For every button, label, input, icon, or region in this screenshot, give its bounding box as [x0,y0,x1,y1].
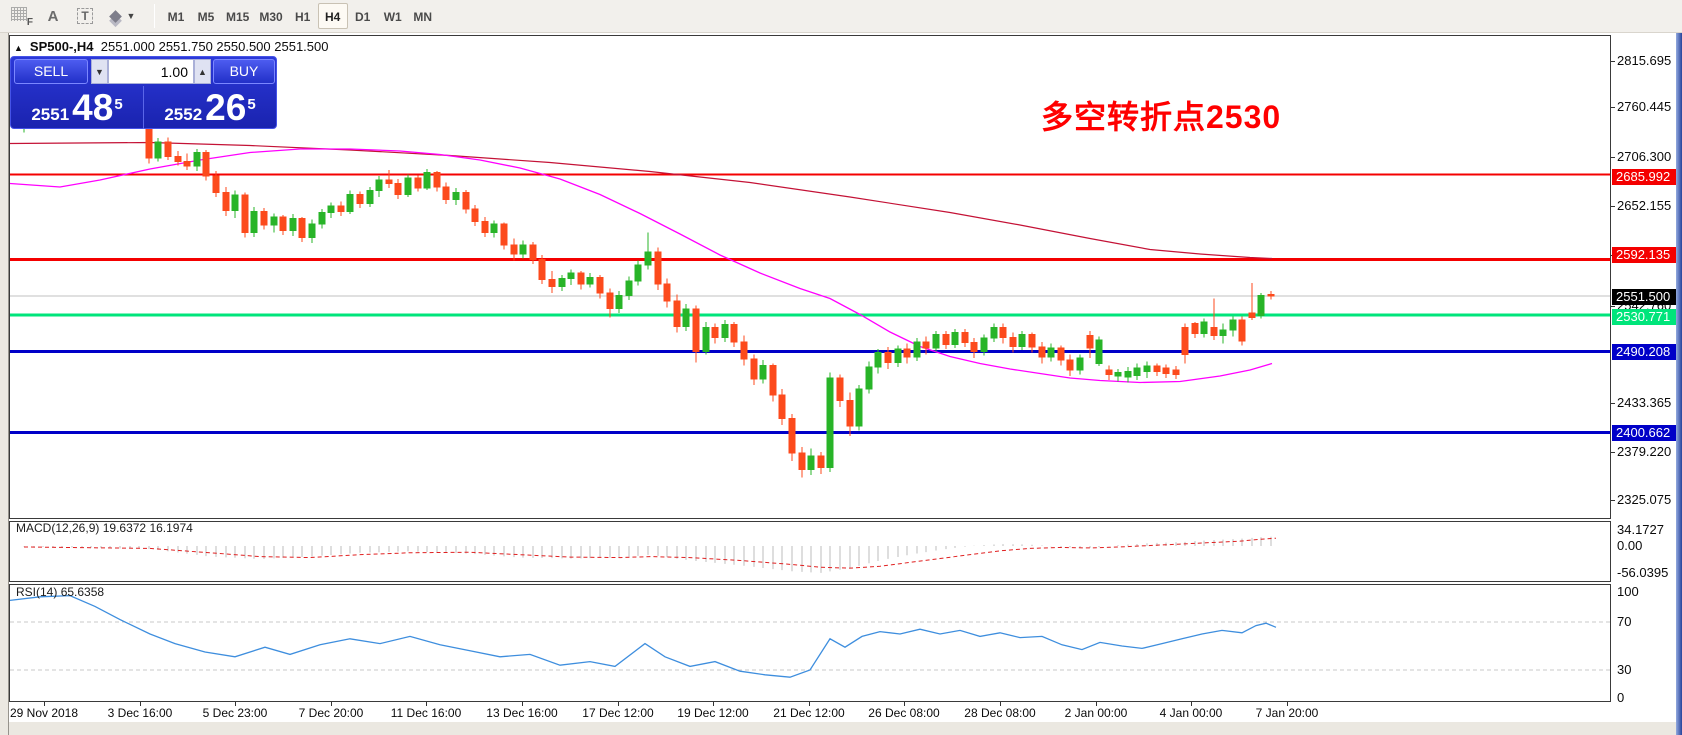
toolbar-separator [154,4,155,28]
grid-glyph: F [11,7,33,28]
timeframe-row: M1 M5 M15 M30 H1 H4 D1 W1 MN [161,3,438,29]
objects-dropdown-icon[interactable]: ▼ [102,3,144,29]
price-axis-tick [1611,206,1615,207]
timeframe-button-m15[interactable]: M15 [226,10,250,24]
rsi-axis-label: 100 [1617,584,1639,599]
timeframe-button-m5[interactable]: M5 [197,10,215,24]
price-axis-tick [1611,157,1615,158]
time-axis-label: 21 Dec 12:00 [773,706,845,720]
window-bottom-edge [9,722,1676,735]
time-axis-tick [1287,702,1288,706]
volume-increase-button[interactable]: ▲ [194,59,211,84]
time-axis-tick [618,702,619,706]
time-axis-label: 29 Nov 2018 [9,706,79,720]
price-axis-tick [1611,61,1615,62]
price-axis-label: 2325.075 [1617,492,1672,507]
sell-price[interactable]: 2551 48 5 [11,86,144,129]
time-axis-label: 17 Dec 12:00 [582,706,654,720]
time-axis-tick [426,702,427,706]
profiles-icon[interactable]: F [6,3,36,29]
macd-axis-label: 34.1727 [1617,522,1664,537]
price-badge: 2592.135 [1612,247,1676,263]
time-axis-label: 26 Dec 08:00 [868,706,940,720]
ohlc-values: 2551.000 2551.750 2550.500 2551.500 [100,39,329,54]
timeframe-button-m30[interactable]: M30 [259,10,283,24]
time-axis-label: 2 Jan 00:00 [1064,706,1128,720]
time-axis-label: 3 Dec 16:00 [107,706,173,720]
rsi-chart[interactable] [10,585,1610,701]
rsi-axis-label: 30 [1617,662,1632,677]
window-left-edge [0,33,9,735]
volume-decrease-button[interactable]: ▼ [91,59,108,84]
price-axis-label: 2815.695 [1617,53,1672,68]
price-badge: 2490.208 [1612,344,1676,360]
time-axis-tick [1191,702,1192,706]
time-axis-tick [713,702,714,706]
chart-annotation[interactable]: 多空转折点2530 [1041,99,1282,135]
sell-button[interactable]: SELL [14,59,88,84]
price-badge: 2551.500 [1612,289,1676,305]
timeframe-button-h1[interactable]: H1 [295,10,311,24]
price-axis-tick [1611,107,1615,108]
macd-label: MACD(12,26,9) 19.6372 16.1974 [16,521,193,535]
time-axis-label: 7 Jan 20:00 [1255,706,1319,720]
price-axis-tick [1611,452,1615,453]
buy-button[interactable]: BUY [213,59,275,84]
time-axis-tick [522,702,523,706]
price-badge: 2530.771 [1612,309,1676,325]
timeframe-button-h4[interactable]: H4 [317,3,348,29]
price-axis-label: 2379.220 [1617,444,1672,459]
price-axis-tick [1611,306,1615,307]
time-axis-label: 13 Dec 16:00 [486,706,558,720]
time-axis-label: 28 Dec 08:00 [964,706,1036,720]
macd-chart[interactable] [10,522,1610,581]
macd-axis-label: -56.0395 [1617,565,1669,580]
time-axis-tick [140,702,141,706]
timeframe-button-mn[interactable]: MN [413,10,433,24]
time-axis-label: 4 Jan 00:00 [1159,706,1223,720]
rsi-axis-label: 70 [1617,614,1632,629]
toolbar: F A T ▼ M1 M5 M15 M30 H1 H4 D1 W1 MN [0,0,1682,33]
time-axis-tick [904,702,905,706]
volume-stepper: ▼ ▲ [91,59,211,84]
volume-input[interactable] [108,59,194,84]
price-badge: 2685.992 [1612,169,1676,185]
rsi-pane[interactable] [9,584,1611,702]
time-axis-label: 11 Dec 16:00 [390,706,462,720]
window-right-edge[interactable] [1676,33,1682,735]
candlestick-chart[interactable] [10,36,1610,518]
price-axis-label: 2760.445 [1617,99,1672,114]
price-axis-label: 2706.300 [1617,149,1672,164]
price-axis-label: 2652.155 [1617,198,1672,213]
time-axis-tick [44,702,45,706]
time-axis-label: 19 Dec 12:00 [677,706,749,720]
collapse-arrow-icon[interactable]: ▲ [14,43,23,53]
timeframe-button-m1[interactable]: M1 [167,10,185,24]
price-badge: 2400.662 [1612,425,1676,441]
time-axis-label: 5 Dec 23:00 [202,706,268,720]
symbol-timeframe: SP500-,H4 [29,39,94,54]
time-axis-label: 7 Dec 20:00 [298,706,364,720]
time-axis-tick [235,702,236,706]
rsi-axis-label: 0 [1617,690,1625,705]
time-axis-tick [331,702,332,706]
macd-axis-label: 0.00 [1617,538,1643,553]
timeframe-button-w1[interactable]: W1 [383,10,402,24]
timeframe-button-d1[interactable]: D1 [355,10,371,24]
price-axis-tick [1611,500,1615,501]
rsi-label: RSI(14) 65.6358 [16,585,105,599]
price-axis-tick [1611,403,1615,404]
macd-pane[interactable] [9,521,1611,582]
time-axis-tick [1000,702,1001,706]
diamond-icon: ▼ [108,9,135,23]
time-axis-tick [809,702,810,706]
text-label-icon[interactable]: A [47,7,59,25]
buy-price[interactable]: 2552 26 5 [164,87,256,128]
price-axis-label: 2433.365 [1617,395,1672,410]
text-box-icon[interactable]: T [70,3,100,29]
chart-title: ▲ SP500-,H4 2551.000 2551.750 2550.500 25… [14,39,328,54]
time-axis-tick [1096,702,1097,706]
